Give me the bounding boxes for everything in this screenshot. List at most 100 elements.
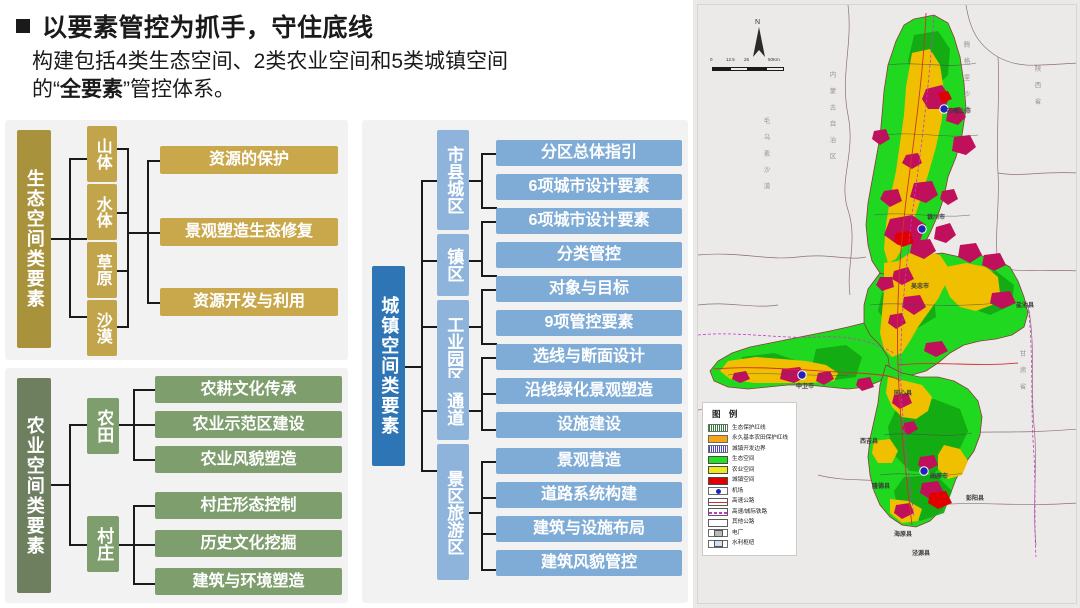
agri-leaf-1-1[interactable]: 历史文化挖掘 [155,530,342,557]
legend-label: 城镇空间 [732,477,755,484]
subtitle-line-1: 构建包括4类生态空间、2类农业空间和5类城镇空间 [32,50,509,73]
urban-leaf-3-0[interactable]: 选线与断面设计 [496,344,682,370]
agri-leaf-0-0[interactable]: 农耕文化传承 [155,376,342,403]
page-subtitle: 构建包括4类生态空间、2类农业空间和5类城镇空间 的“全要素”管控体系。 [32,48,682,103]
legend-label: 高速公路 [732,498,755,505]
eco-leaf-2[interactable]: 资源开发与利用 [160,288,338,316]
region-label-tengger: 腾 格 里 沙 漠 [962,41,969,117]
eco-mid-2[interactable]: 草原 [87,242,117,298]
hatch-green-swatch-icon [708,424,728,432]
square-bullet-icon [16,19,30,33]
scale-tick-3: 50Km [768,57,780,62]
agri-leaf-0-2[interactable]: 农业风貌塑造 [155,446,342,473]
urban-leaf-4-1[interactable]: 道路系统构建 [496,482,682,508]
city-label-zhongwei: 中卫市 [796,384,815,390]
urban-mid-3[interactable]: 通道 [437,378,469,440]
region-label-gansu: 甘 肃 省 [1018,350,1025,394]
compass-north-label: N [755,19,761,26]
map-graphic [698,5,1076,558]
legend-title: 图 例 [712,409,741,419]
eco-leaf-1[interactable]: 景观塑造生态修复 [160,218,338,246]
legend-item-eco-redline[interactable]: 生态保护红线 [708,424,792,432]
agri-leaf-1-0[interactable]: 村庄形态控制 [155,492,342,519]
city-label-pengyang: 彭阳县 [966,496,985,502]
agri-trunk[interactable]: 农业空间类要素 [17,378,51,593]
map-legend[interactable]: 图 例 生态保护红线 永久基本农田保护红线 城镇开发边界 生态空间 农业空间 [702,402,797,556]
legend-label: 机场 [732,487,744,494]
yellow-swatch-icon [708,466,728,474]
legend-item-railway[interactable]: 高速/城际铁路 [708,508,792,516]
urban-leaf-4-0[interactable]: 景观营造 [496,448,682,474]
power-plant-icon [708,529,728,537]
legend-item-water-hub[interactable]: 水利枢纽 [708,539,792,548]
legend-label: 水利枢纽 [732,540,755,547]
legend-item-farmland-redline[interactable]: 永久基本农田保护红线 [708,434,792,443]
legend-item-agri-space[interactable]: 农业空间 [708,466,792,474]
agri-mid-0[interactable]: 农田 [87,398,119,454]
legend-item-eco-space[interactable]: 生态空间 [708,455,792,464]
green-swatch-icon [708,455,728,464]
eco-mid-1[interactable]: 水体 [87,184,117,240]
legend-item-urban-boundary[interactable]: 城镇开发边界 [708,445,792,453]
urban-leaf-4-2[interactable]: 建筑与设施布局 [496,516,682,542]
railway-line-icon [708,508,728,516]
subtitle-line-2-suffix: ”管控体系。 [123,77,235,101]
urban-leaf-0-1[interactable]: 6项城市设计要素 [496,174,682,200]
city-label-longde: 隆德县 [872,484,891,490]
urban-leaf-3-2[interactable]: 设施建设 [496,412,682,438]
other-road-line-icon [708,518,728,527]
legend-label: 生态空间 [732,456,755,463]
orange-swatch-icon [708,434,728,443]
slide-header: 以要素管控为抓手，守住底线 构建包括4类生态空间、2类农业空间和5类城镇空间 的… [0,0,692,118]
legend-label: 高速/城际铁路 [732,508,768,515]
legend-item-highway[interactable]: 高速公路 [708,497,792,506]
eco-mid-3[interactable]: 沙漠 [87,300,117,356]
legend-item-other-road[interactable]: 其他公路 [708,518,792,527]
airport-icon [708,487,728,495]
agri-leaf-0-1[interactable]: 农业示范区建设 [155,411,342,438]
agri-mid-1[interactable]: 村庄 [87,516,119,572]
urban-leaf-2-1[interactable]: 9项管控要素 [496,310,682,336]
legend-label: 农业空间 [732,466,755,473]
urban-leaf-4-3[interactable]: 建筑风貌管控 [496,550,682,576]
page-title-text: 以要素管控为抓手，守住底线 [42,14,374,42]
city-label-jingyuan: 泾源县 [912,551,931,557]
eco-trunk[interactable]: 生态空间类要素 [17,130,51,348]
highway-line-icon [708,497,728,506]
subtitle-line-2: 的“全要素”管控体系。 [32,76,682,104]
eco-leaf-0[interactable]: 资源的保护 [160,146,338,174]
scale-tick-1: 12.5 [726,57,735,62]
agricultural-space-panel: 农业空间类要素 农田 农耕文化传承 农业示范区建设 农业风貌塑造 村庄 村庄形态… [5,368,348,603]
city-label-wuzhong: 吴忠市 [911,284,930,290]
hatch-blue-swatch-icon [708,445,728,453]
legend-label: 城镇开发边界 [732,445,766,452]
map-panel[interactable]: 石嘴山市 银川市 吴忠市 中卫市 同心县 固原市 隆德县 西吉县 彭阳县 盐池县… [692,0,1080,608]
urban-leaf-0-0[interactable]: 分区总体指引 [496,140,682,166]
urban-leaf-1-0[interactable]: 6项城市设计要素 [496,208,682,234]
subtitle-line-2-prefix: 的“ [32,77,60,101]
region-label-inner-mongolia: 内 蒙 古 自 治 区 [828,71,835,164]
urban-mid-4[interactable]: 景区旅游区 [437,444,469,580]
legend-label: 电厂 [732,529,744,536]
urban-mid-1[interactable]: 镇区 [437,234,469,296]
region-label-shaanxi: 陕 西 省 [1033,65,1040,109]
city-label-yinchuan: 银川市 [927,215,946,221]
city-label-tongxin: 同心县 [894,391,913,397]
agri-leaf-1-2[interactable]: 建筑与环境塑造 [155,568,342,595]
legend-item-power-plant[interactable]: 电厂 [708,529,792,537]
urban-space-panel: 城镇空间类要素 市县城区 分区总体指引 6项城市设计要素 镇区 6项城市设计要素… [362,120,688,603]
compass-icon: N [746,19,772,63]
legend-label: 其他公路 [732,519,755,526]
urban-leaf-2-0[interactable]: 对象与目标 [496,276,682,302]
page-title: 以要素管控为抓手，守住底线 [16,8,374,44]
map-canvas[interactable]: 石嘴山市 银川市 吴忠市 中卫市 同心县 固原市 隆德县 西吉县 彭阳县 盐池县… [697,4,1077,604]
urban-leaf-1-1[interactable]: 分类管控 [496,242,682,268]
urban-mid-0[interactable]: 市县城区 [437,130,469,230]
region-label-mu-us: 毛 乌 素 沙 漠 [762,117,769,193]
legend-item-urban-space[interactable]: 城镇空间 [708,476,792,485]
legend-item-airport[interactable]: 机场 [708,487,792,495]
urban-leaf-3-1[interactable]: 沿线绿化景观塑造 [496,378,682,404]
city-label-yanchi: 盐池县 [1016,303,1035,309]
urban-trunk[interactable]: 城镇空间类要素 [372,266,405,466]
eco-mid-0[interactable]: 山体 [87,126,117,182]
